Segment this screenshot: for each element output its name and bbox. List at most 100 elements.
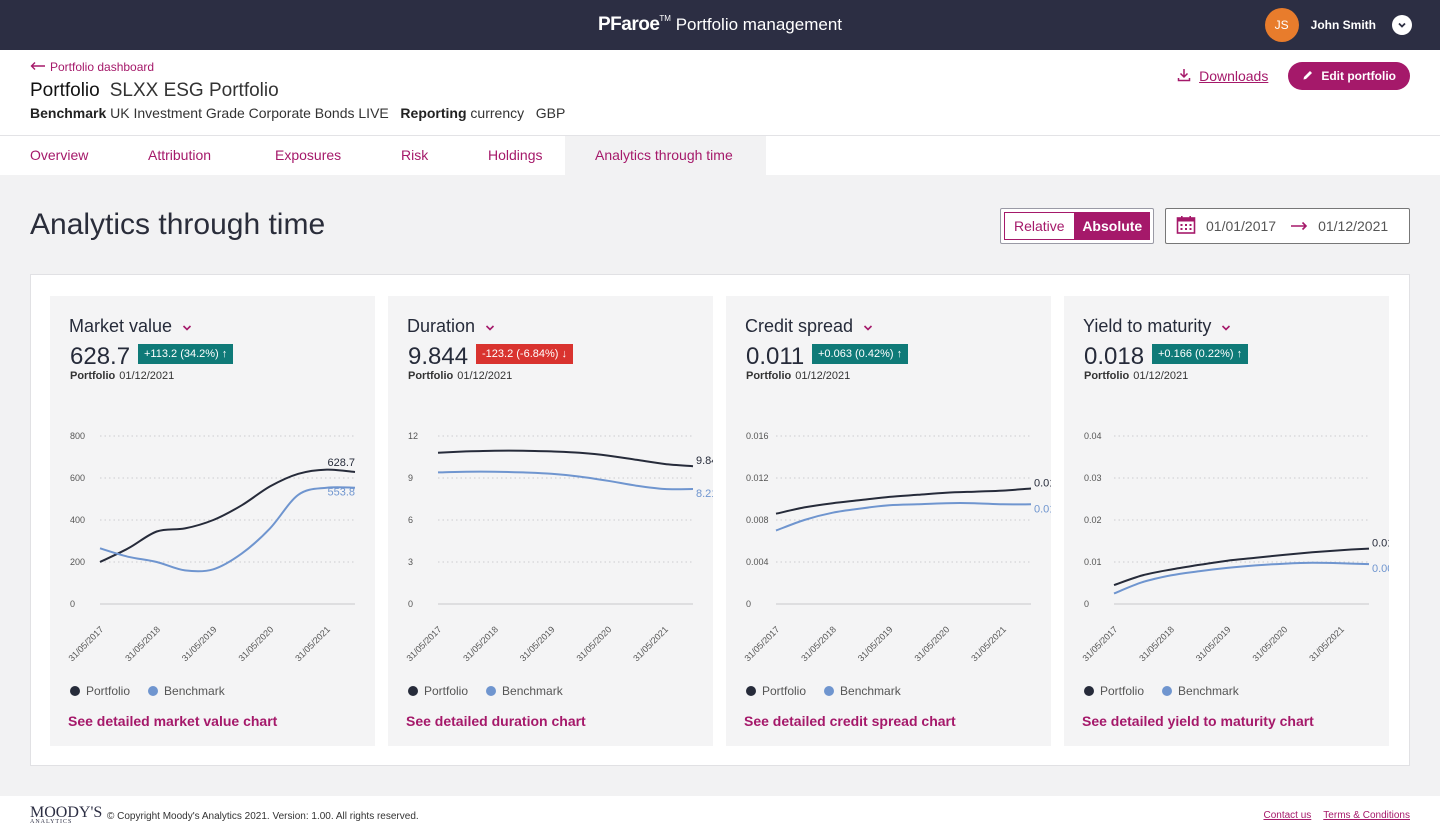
- back-to-dashboard-link[interactable]: Portfolio dashboard: [30, 60, 154, 74]
- legend-benchmark-label[interactable]: Benchmark: [502, 684, 563, 698]
- avatar[interactable]: JS: [1264, 8, 1299, 42]
- tab-exposures[interactable]: Exposures: [275, 147, 342, 163]
- see-detailed-chart-link[interactable]: See detailed credit spread chart: [744, 713, 956, 729]
- benchmark-end-label: 553.8: [327, 487, 355, 499]
- x-tick-label: 31/05/2018: [1137, 624, 1176, 663]
- portfolio-end-label: 0.011: [1034, 478, 1051, 490]
- chevron-down-icon[interactable]: [1392, 15, 1412, 35]
- y-tick-label: 0: [746, 599, 751, 609]
- user-menu[interactable]: JS John Smith: [1264, 8, 1412, 42]
- x-tick-label: 31/05/2017: [66, 624, 105, 663]
- card-title[interactable]: Market value: [69, 316, 192, 337]
- benchmark-dot-icon: [486, 686, 497, 696]
- card-value: 9.844: [408, 343, 469, 370]
- legend-benchmark[interactable]: Benchmark: [824, 684, 901, 698]
- chevron-down-icon[interactable]: [863, 316, 873, 337]
- y-tick-label: 600: [70, 473, 85, 483]
- see-detailed-chart-link[interactable]: See detailed yield to maturity chart: [1082, 713, 1314, 729]
- benchmark-dot-icon: [148, 686, 159, 696]
- footer-links: Contact us Terms & Conditions: [1263, 810, 1410, 821]
- toggle-relative[interactable]: Relative: [1004, 212, 1075, 240]
- card-yield-to-maturity: Yield to maturity 0.018 +0.166 (0.22%) ↑ Po…: [1064, 296, 1389, 746]
- card-title-label[interactable]: Credit spread: [745, 316, 854, 336]
- card-credit-spread: Credit spread 0.011 +0.063 (0.42%) ↑ Portfo…: [726, 296, 1051, 746]
- benchmark-line: [99, 486, 356, 573]
- legend-portfolio-label[interactable]: Portfolio: [762, 684, 807, 698]
- y-tick-label: 3: [408, 557, 413, 567]
- chevron-down-icon[interactable]: [485, 316, 495, 337]
- x-tick-label: 31/05/2020: [1250, 624, 1289, 663]
- benchmark-line: Benchmark UK Investment Grade Corporate …: [30, 105, 565, 121]
- toggle-absolute[interactable]: Absolute: [1074, 212, 1150, 240]
- portfolio-title: Portfolio SLXX ESG Portfolio: [30, 80, 279, 102]
- downloads-label[interactable]: Downloads: [1199, 68, 1269, 84]
- card-value: 0.018: [1084, 343, 1145, 370]
- portfolio-end-label: 9.844: [696, 455, 713, 467]
- tab-attribution[interactable]: Attribution: [148, 147, 212, 163]
- change-badge: +0.166 (0.22%) ↑: [1152, 344, 1249, 364]
- see-detailed-chart-link[interactable]: See detailed market value chart: [68, 713, 278, 729]
- contact-us-link[interactable]: Contact us: [1263, 810, 1312, 821]
- legend-portfolio[interactable]: Portfolio: [408, 684, 468, 698]
- legend-benchmark[interactable]: Benchmark: [486, 684, 563, 698]
- portfolio-label: Portfolio: [30, 80, 100, 101]
- edit-portfolio-label[interactable]: Edit portfolio: [1321, 69, 1396, 83]
- terms-link[interactable]: Terms & Conditions: [1323, 810, 1410, 821]
- change-badge: +113.2 (34.2%) ↑: [138, 344, 234, 364]
- card-title-label[interactable]: Yield to maturity: [1083, 316, 1212, 336]
- card-title-label[interactable]: Duration: [407, 316, 476, 336]
- x-tick-label: 31/05/2017: [742, 624, 781, 663]
- x-tick-label: 31/05/2018: [123, 624, 162, 663]
- pfaroe-logo: PFaroe: [597, 14, 660, 35]
- benchmark-end-label: 0.010: [1034, 503, 1051, 515]
- card-subtitle: Portfolio 01/12/2021: [70, 370, 174, 382]
- date-to[interactable]: 01/12/2021: [1318, 218, 1389, 234]
- tab-bar: Overview Attribution Exposures Risk Hold…: [0, 136, 1440, 175]
- card-sub-label: Portfolio: [1084, 370, 1130, 382]
- card-title[interactable]: Duration: [407, 316, 495, 337]
- card-title[interactable]: Credit spread: [745, 316, 873, 337]
- card-title-label[interactable]: Market value: [69, 316, 173, 336]
- tab-overview[interactable]: Overview: [30, 147, 89, 163]
- portfolio-dot-icon: [70, 686, 80, 696]
- tab-risk[interactable]: Risk: [401, 147, 429, 163]
- legend-benchmark-label[interactable]: Benchmark: [164, 684, 225, 698]
- portfolio-line: [437, 449, 694, 468]
- legend-portfolio[interactable]: Portfolio: [1084, 684, 1144, 698]
- portfolio-dot-icon: [746, 686, 756, 696]
- calendar-icon[interactable]: [1176, 215, 1196, 238]
- see-detailed-chart-link[interactable]: See detailed duration chart: [406, 713, 586, 729]
- edit-portfolio-button[interactable]: Edit portfolio: [1288, 62, 1410, 90]
- tab-holdings[interactable]: Holdings: [488, 147, 543, 163]
- card-subtitle: Portfolio 01/12/2021: [408, 370, 512, 382]
- date-range-picker[interactable]: 01/01/2017 01/12/2021: [1165, 208, 1410, 244]
- user-name[interactable]: John Smith: [1310, 18, 1376, 32]
- relative-absolute-toggle: Relative Absolute: [1000, 208, 1154, 244]
- downloads-link[interactable]: Downloads: [1177, 68, 1268, 85]
- x-tick-label: 31/05/2018: [461, 624, 500, 663]
- legend-benchmark[interactable]: Benchmark: [1162, 684, 1239, 698]
- benchmark-label: Benchmark: [30, 105, 107, 121]
- tab-analytics-through-time[interactable]: Analytics through time: [565, 136, 766, 175]
- y-tick-label: 0.016: [746, 431, 769, 441]
- legend-portfolio-label[interactable]: Portfolio: [424, 684, 469, 698]
- legend-benchmark[interactable]: Benchmark: [148, 684, 225, 698]
- legend-benchmark-label[interactable]: Benchmark: [1178, 684, 1239, 698]
- legend-portfolio-label[interactable]: Portfolio: [86, 684, 131, 698]
- legend-portfolio[interactable]: Portfolio: [746, 684, 806, 698]
- line-chart: 0 3 6 9 12 31/05/2017 31/05/2018 31/05/2019 31/0…: [404, 431, 713, 663]
- back-link-label[interactable]: Portfolio dashboard: [50, 60, 155, 74]
- reporting-label: currency: [470, 105, 525, 121]
- y-tick-label: 0.04: [1084, 431, 1102, 441]
- chevron-down-icon[interactable]: [1221, 316, 1231, 337]
- card-sub-label: Portfolio: [408, 370, 454, 382]
- card-title[interactable]: Yield to maturity: [1083, 316, 1231, 337]
- y-tick-label: 400: [70, 515, 85, 525]
- card-duration: Duration 9.844 -123.2 (-6.84%) ↓ Portfolio 0…: [388, 296, 713, 746]
- legend-benchmark-label[interactable]: Benchmark: [840, 684, 901, 698]
- chevron-down-icon[interactable]: [182, 316, 192, 337]
- legend-portfolio[interactable]: Portfolio: [70, 684, 130, 698]
- download-icon: [1177, 68, 1191, 85]
- date-from[interactable]: 01/01/2017: [1206, 218, 1277, 234]
- legend-portfolio-label[interactable]: Portfolio: [1100, 684, 1145, 698]
